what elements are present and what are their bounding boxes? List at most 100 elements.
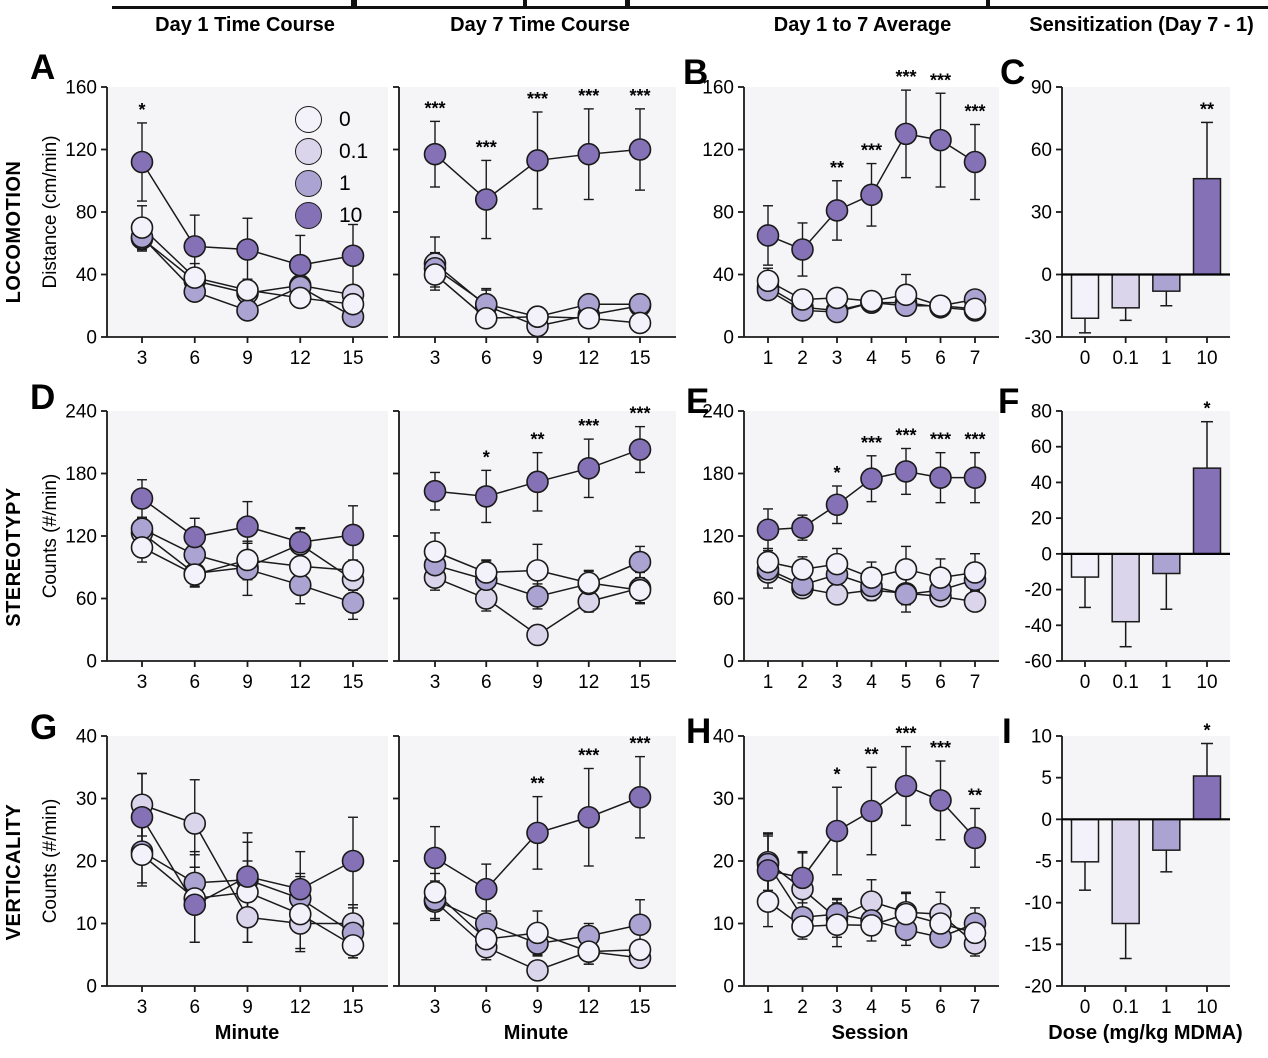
svg-text:*: *	[1203, 399, 1210, 419]
svg-text:6: 6	[935, 997, 946, 1018]
svg-text:***: ***	[930, 430, 951, 450]
x-axis-title-minute-1: Minute	[214, 1022, 280, 1044]
clipped-title-underline	[112, 6, 1268, 9]
chart-locomotion-day1: 0 40 80 120 160 Distance (cm/min) 3 6 9 12 15 *	[40, 78, 388, 369]
svg-text:10: 10	[1196, 348, 1217, 369]
svg-text:***: ***	[895, 724, 916, 744]
svg-text:0: 0	[723, 977, 734, 998]
svg-text:0: 0	[1041, 544, 1052, 565]
chart-verticality-day7: 3 6 9 12 15********	[393, 734, 676, 1018]
svg-text:3: 3	[137, 672, 148, 693]
svg-text:***: ***	[964, 102, 985, 122]
legend-dose-10-marker-icon	[295, 202, 322, 229]
svg-text:***: ***	[895, 67, 916, 87]
svg-text:1: 1	[1161, 348, 1172, 369]
svg-text:6: 6	[935, 672, 946, 693]
svg-text:20: 20	[76, 852, 97, 873]
panel-letter-f: F	[998, 382, 1020, 421]
svg-text:15: 15	[629, 997, 650, 1018]
svg-text:60: 60	[76, 589, 97, 610]
svg-text:***: ***	[930, 70, 951, 90]
column-header-day1-7-average: Day 1 to 7 Average	[773, 14, 952, 36]
svg-text:9: 9	[242, 348, 253, 369]
legend-item: 1	[295, 170, 368, 197]
svg-text:0: 0	[86, 977, 97, 998]
svg-text:5: 5	[901, 997, 912, 1018]
svg-text:15: 15	[342, 672, 363, 693]
svg-text:1: 1	[763, 348, 774, 369]
svg-text:-15: -15	[1025, 935, 1052, 956]
svg-text:6: 6	[935, 348, 946, 369]
svg-text:Counts (#/min): Counts (#/min)	[40, 799, 61, 924]
svg-text:3: 3	[430, 348, 441, 369]
svg-text:1: 1	[1161, 672, 1172, 693]
svg-text:12: 12	[290, 672, 311, 693]
dose-legend: 0 0.1 1 10	[295, 106, 368, 229]
svg-text:Counts (#/min): Counts (#/min)	[40, 474, 61, 599]
legend-dose-0.1-marker-icon	[295, 138, 322, 165]
clipped-title-fragment	[351, 0, 357, 9]
svg-text:**: **	[530, 774, 544, 794]
svg-text:***: ***	[578, 416, 599, 436]
panel-letter-h: H	[686, 712, 712, 751]
svg-text:20: 20	[713, 852, 734, 873]
svg-text:0: 0	[1041, 810, 1052, 831]
panel-letter-g: G	[30, 708, 58, 747]
svg-text:40: 40	[713, 265, 734, 286]
svg-text:***: ***	[424, 98, 445, 118]
row-label-verticality: VERTICALITY	[3, 803, 25, 941]
svg-text:6: 6	[481, 672, 492, 693]
svg-text:0: 0	[1080, 348, 1091, 369]
svg-text:120: 120	[702, 527, 734, 548]
svg-text:-40: -40	[1025, 616, 1052, 637]
panel-letter-d: D	[30, 378, 56, 417]
svg-text:-5: -5	[1035, 852, 1052, 873]
svg-text:4: 4	[866, 672, 877, 693]
svg-text:12: 12	[578, 672, 599, 693]
svg-text:240: 240	[65, 402, 97, 423]
svg-text:15: 15	[342, 348, 363, 369]
svg-text:**: **	[830, 158, 844, 178]
chart-stereotypy-day1: 0 60 120 180 240 Counts (#/min) 3 6 9 12 15	[40, 402, 388, 693]
svg-text:6: 6	[189, 997, 200, 1018]
row-label-stereotypy: STEREOTYPY	[3, 487, 25, 627]
column-header-sensitization: Sensitization (Day 7 - 1)	[1029, 14, 1254, 36]
svg-text:1: 1	[763, 997, 774, 1018]
svg-text:2: 2	[797, 672, 808, 693]
svg-text:60: 60	[1031, 140, 1052, 161]
legend-dose-0-marker-icon	[295, 106, 322, 133]
svg-text:120: 120	[65, 140, 97, 161]
svg-text:0: 0	[1080, 672, 1091, 693]
svg-text:40: 40	[713, 727, 734, 748]
svg-text:*: *	[833, 764, 840, 784]
svg-text:***: ***	[895, 426, 916, 446]
panel-letter-e: E	[686, 382, 710, 421]
svg-text:-20: -20	[1025, 977, 1052, 998]
svg-text:***: ***	[629, 86, 650, 106]
svg-text:120: 120	[702, 140, 734, 161]
svg-text:12: 12	[290, 997, 311, 1018]
svg-text:160: 160	[65, 78, 97, 99]
svg-text:-30: -30	[1025, 328, 1052, 349]
svg-text:1: 1	[763, 672, 774, 693]
svg-text:***: ***	[527, 89, 548, 109]
svg-text:180: 180	[702, 464, 734, 485]
column-header-day7-time-course: Day 7 Time Course	[450, 14, 630, 36]
svg-text:0: 0	[1041, 265, 1052, 286]
x-axis-title-minute-2: Minute	[503, 1022, 569, 1044]
legend-label: 0	[339, 107, 351, 131]
svg-text:3: 3	[832, 997, 843, 1018]
legend-label: 0.1	[339, 139, 369, 163]
svg-text:***: ***	[629, 734, 650, 754]
svg-text:20: 20	[1031, 509, 1052, 530]
panel-letter-b: B	[683, 53, 709, 92]
svg-text:3: 3	[430, 672, 441, 693]
legend-label: 10	[339, 203, 363, 227]
svg-text:**: **	[864, 744, 878, 764]
svg-text:160: 160	[702, 78, 734, 99]
x-axis-title-session: Session	[831, 1022, 909, 1044]
svg-text:*: *	[833, 463, 840, 483]
svg-text:6: 6	[481, 348, 492, 369]
